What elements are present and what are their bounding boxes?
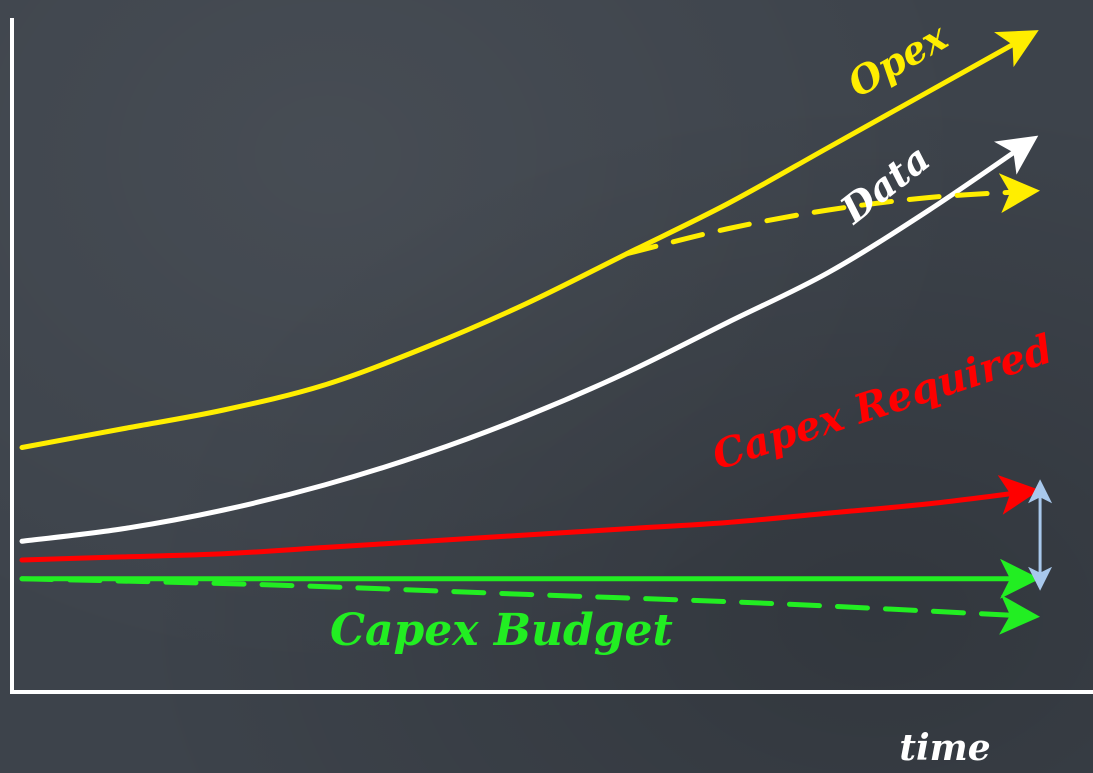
x-axis-label: time — [899, 727, 990, 769]
series-line-trend-5-dashed — [19, 576, 1040, 635]
series-line-opex — [19, 30, 1039, 450]
series-label-capex-budget: Capex Budget — [330, 605, 673, 656]
series-line-trend-2-dashed — [624, 173, 1040, 257]
series-label-opex: Opex — [840, 13, 956, 106]
series-line-data — [19, 135, 1039, 544]
series-label-data: Data — [831, 135, 938, 232]
series-label-capex-required: Capex Required — [707, 325, 1059, 479]
series-line-capex-required — [19, 475, 1040, 563]
